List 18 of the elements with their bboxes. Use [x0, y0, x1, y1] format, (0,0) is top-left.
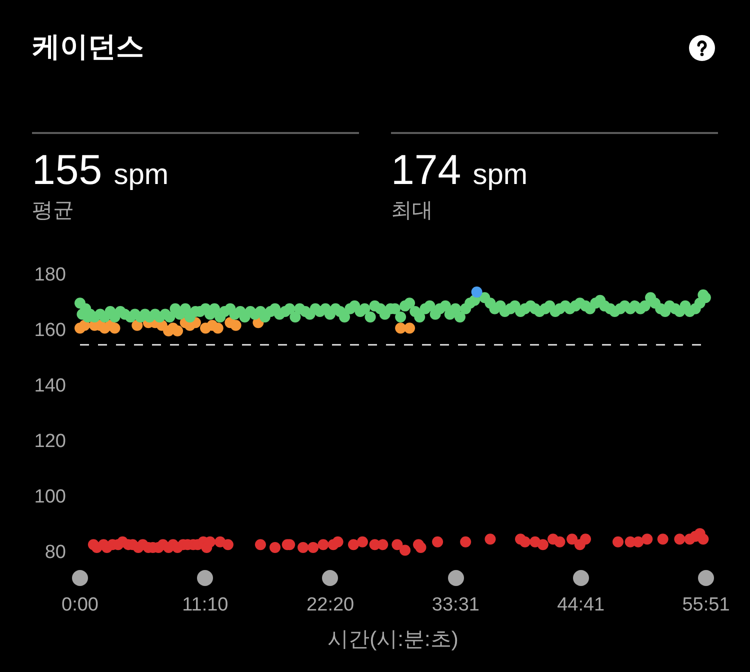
y-tick-label: 180	[34, 264, 66, 286]
y-tick-label: 120	[34, 431, 66, 452]
chart-title: 케이던스	[32, 30, 144, 64]
x-tick-label: 33:31	[432, 594, 480, 616]
x-tick-label: 0:00	[62, 594, 98, 616]
x-tick-label: 55:51	[682, 594, 730, 616]
text: 155 spm	[32, 146, 169, 195]
x-tick-label: 44:41	[557, 594, 605, 616]
text: 174 spm	[391, 146, 528, 195]
text: 평균	[32, 198, 74, 224]
x-tick-label: 11:10	[182, 594, 228, 616]
x-axis-title: 시간(시:분:초)	[328, 628, 458, 652]
y-tick-label: 80	[44, 542, 66, 564]
x-tick-label: 22:20	[306, 594, 354, 616]
text: 최대	[391, 198, 433, 224]
y-tick-label: 140	[34, 376, 66, 397]
y-tick-label: 160	[34, 320, 66, 342]
y-tick-label: 100	[34, 486, 66, 508]
